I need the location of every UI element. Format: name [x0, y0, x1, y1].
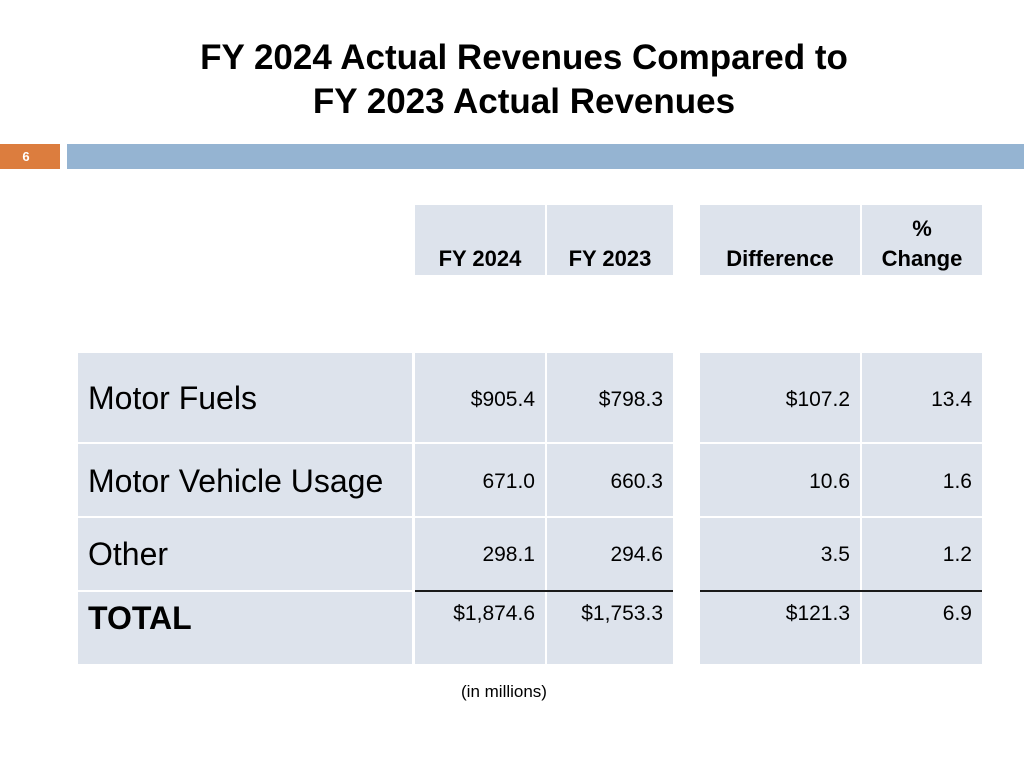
slide-title-line-2: FY 2023 Actual Revenues: [312, 82, 736, 121]
units-footnote: (in millions): [461, 682, 547, 701]
cell-total-difference: $121.3: [700, 592, 860, 664]
header-fy2023: FY 2023: [547, 205, 673, 275]
cell-motor-fuels-fy2023: $798.3: [547, 353, 673, 442]
row-label-text: Motor Fuels: [88, 380, 257, 416]
cell-other-pct: 1.2: [862, 518, 982, 590]
header-fy2023-label: FY 2023: [568, 246, 652, 271]
cell-other-difference: 3.5: [700, 518, 860, 590]
slide-title-line-1: FY 2024 Actual Revenues Compared to: [200, 38, 848, 77]
cell-other-fy2024: 298.1: [415, 518, 545, 590]
total-rule-right: [700, 590, 982, 592]
cell-motor-fuels-difference: $107.2: [700, 353, 860, 442]
cell-other-fy2023: 294.6: [547, 518, 673, 590]
row-label-other: Other: [78, 518, 412, 590]
cell-motor-vehicle-usage-fy2024: 671.0: [415, 444, 545, 516]
cell-total-pct: 6.9: [862, 592, 982, 664]
row-label-text: Motor Vehicle Usage: [88, 463, 384, 499]
header-band: [67, 144, 1024, 169]
row-label-total: TOTAL: [78, 592, 412, 664]
header-pct-line-2: Change: [881, 246, 963, 271]
total-rule-left: [415, 590, 673, 592]
header-difference-label: Difference: [726, 246, 834, 271]
row-label-text: TOTAL: [88, 600, 192, 636]
page-number: 6: [22, 149, 30, 164]
cell-motor-vehicle-usage-pct: 1.6: [862, 444, 982, 516]
header-fy2024-label: FY 2024: [438, 246, 522, 271]
row-label-motor-fuels: Motor Fuels: [78, 353, 412, 442]
cell-motor-vehicle-usage-difference: 10.6: [700, 444, 860, 516]
slide-title: FY 2024 Actual Revenues Compared to FY 2…: [0, 36, 1024, 124]
cell-total-fy2024: $1,874.6: [415, 592, 545, 664]
cell-motor-vehicle-usage-fy2023: 660.3: [547, 444, 673, 516]
cell-motor-fuels-pct: 13.4: [862, 353, 982, 442]
cell-motor-fuels-fy2024: $905.4: [415, 353, 545, 442]
row-label-motor-vehicle-usage: Motor Vehicle Usage: [78, 444, 412, 516]
row-label-text: Other: [88, 536, 169, 572]
header-difference: Difference: [700, 205, 860, 275]
header-pct-line-1: %: [912, 216, 932, 241]
page-number-badge: 6: [0, 144, 60, 169]
cell-total-fy2023: $1,753.3: [547, 592, 673, 664]
header-pct-change: % Change: [862, 205, 982, 275]
header-fy2024: FY 2024: [415, 205, 545, 275]
